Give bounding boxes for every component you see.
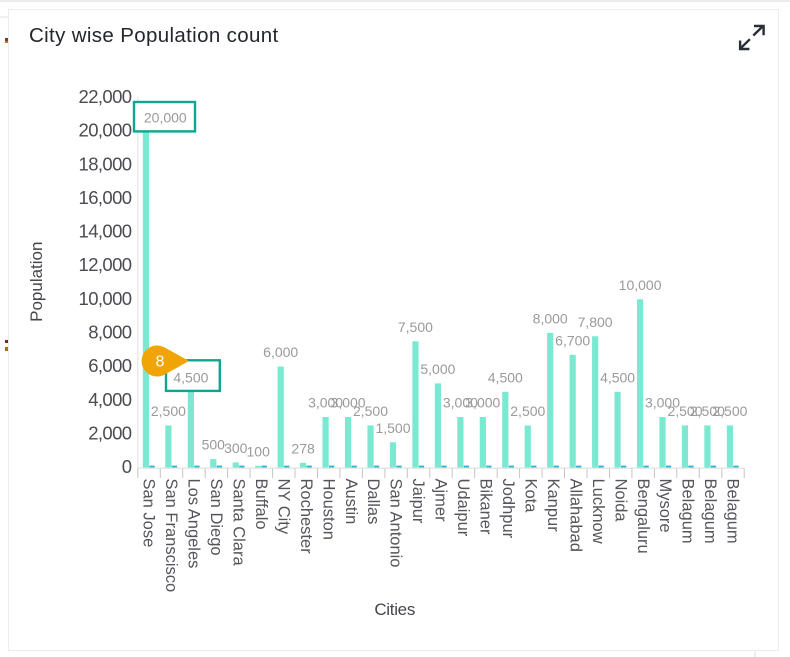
svg-text:Belagum: Belagum — [724, 479, 742, 544]
svg-text:2,500: 2,500 — [712, 403, 747, 419]
svg-text:5,000: 5,000 — [420, 361, 455, 377]
svg-text:500: 500 — [202, 437, 226, 453]
svg-text:2,500: 2,500 — [690, 403, 725, 419]
svg-text:278: 278 — [291, 440, 315, 456]
svg-text:3,000: 3,000 — [443, 395, 478, 411]
svg-text:20,000: 20,000 — [144, 109, 187, 125]
svg-text:7,800: 7,800 — [578, 314, 613, 330]
svg-text:16,000: 16,000 — [79, 187, 132, 208]
svg-text:300: 300 — [224, 440, 248, 456]
svg-text:Population: Population — [27, 242, 46, 322]
svg-text:San Franscisco: San Franscisco — [162, 479, 180, 593]
svg-text:Bengaluru: Bengaluru — [634, 479, 652, 554]
svg-text:Kanpur: Kanpur — [544, 479, 562, 533]
svg-text:3,000: 3,000 — [308, 395, 343, 411]
svg-text:7,500: 7,500 — [398, 319, 433, 335]
svg-text:14,000: 14,000 — [79, 221, 132, 242]
svg-text:Jaipur: Jaipur — [409, 479, 427, 524]
svg-text:San Diego: San Diego — [207, 479, 225, 556]
svg-text:22,000: 22,000 — [79, 86, 132, 107]
svg-text:2,500: 2,500 — [151, 403, 186, 419]
svg-text:4,000: 4,000 — [88, 389, 132, 410]
svg-text:6,000: 6,000 — [263, 344, 298, 360]
svg-text:Bikaner: Bikaner — [477, 479, 495, 535]
svg-text:10,000: 10,000 — [79, 288, 132, 309]
svg-text:Udaipur: Udaipur — [454, 479, 472, 537]
svg-text:2,500: 2,500 — [353, 403, 388, 419]
svg-text:2,500: 2,500 — [510, 403, 545, 419]
svg-text:6,700: 6,700 — [555, 332, 590, 348]
svg-text:Kota: Kota — [522, 479, 540, 514]
svg-text:Jodhpur: Jodhpur — [499, 479, 517, 539]
svg-text:Austin: Austin — [342, 479, 360, 525]
svg-text:Buffalo: Buffalo — [252, 479, 270, 530]
svg-text:San Antonio: San Antonio — [387, 479, 405, 568]
svg-text:Noida: Noida — [611, 479, 629, 523]
svg-text:Allahabad: Allahabad — [566, 479, 584, 552]
svg-text:Los Angeles: Los Angeles — [185, 479, 203, 569]
svg-text:Ajmer: Ajmer — [432, 479, 450, 523]
svg-text:2,000: 2,000 — [88, 423, 132, 444]
svg-text:Cities: Cities — [374, 600, 415, 619]
svg-text:Rochester: Rochester — [297, 479, 315, 555]
svg-text:Belagum: Belagum — [701, 479, 719, 544]
svg-text:3,000: 3,000 — [465, 395, 500, 411]
svg-text:6,000: 6,000 — [88, 355, 132, 376]
svg-text:8,000: 8,000 — [533, 310, 568, 326]
svg-text:0: 0 — [122, 456, 132, 477]
svg-text:10,000: 10,000 — [619, 277, 662, 293]
svg-text:Lucknow: Lucknow — [589, 479, 607, 544]
svg-text:8: 8 — [156, 354, 165, 371]
svg-text:Mysore: Mysore — [656, 479, 674, 533]
svg-text:2,500: 2,500 — [667, 403, 702, 419]
svg-text:3,000: 3,000 — [331, 395, 366, 411]
svg-text:Dallas: Dallas — [364, 479, 382, 525]
svg-text:Belagum: Belagum — [679, 479, 697, 544]
svg-text:18,000: 18,000 — [79, 153, 132, 174]
svg-text:4,500: 4,500 — [488, 369, 523, 385]
svg-text:4,500: 4,500 — [600, 369, 635, 385]
svg-text:8,000: 8,000 — [88, 322, 132, 343]
svg-text:San Jose: San Jose — [140, 479, 158, 548]
svg-text:4,500: 4,500 — [173, 369, 208, 385]
svg-text:12,000: 12,000 — [79, 254, 132, 275]
svg-text:100: 100 — [247, 443, 271, 459]
svg-text:Houston: Houston — [319, 479, 337, 540]
svg-text:1,500: 1,500 — [375, 420, 410, 436]
svg-text:NY City: NY City — [274, 479, 292, 535]
svg-text:20,000: 20,000 — [79, 120, 132, 141]
svg-text:Santa Clara: Santa Clara — [230, 479, 248, 567]
svg-text:3,000: 3,000 — [645, 395, 680, 411]
